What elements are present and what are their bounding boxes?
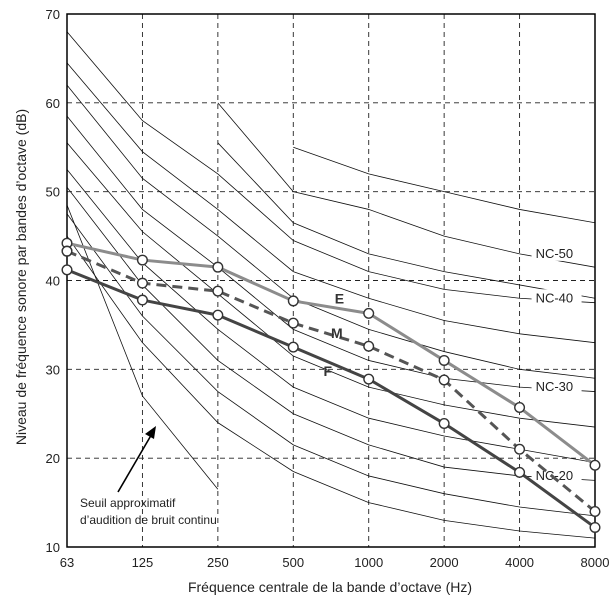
point-E-250 — [212, 261, 224, 273]
nc-curve-NC-50 — [217, 102, 595, 268]
y-tick-label-60: 60 — [46, 96, 60, 111]
y-tick-label-70: 70 — [46, 7, 60, 22]
nc-curve-NC-20 — [67, 186, 595, 481]
nc-curve-8 — [67, 169, 595, 464]
threshold-arrow-head — [145, 426, 156, 439]
point-E-2000 — [438, 354, 450, 366]
nc-label-NC-30: NC-30 — [536, 379, 574, 394]
nc-curve-12 — [67, 204, 219, 490]
nc-label-NC-20: NC-20 — [536, 468, 574, 483]
x-tick-label-63: 63 — [60, 555, 74, 570]
point-E-4000 — [514, 402, 526, 414]
x-tick-label-500: 500 — [282, 555, 304, 570]
nc-curve-4 — [67, 62, 595, 344]
x-tick-label-125: 125 — [132, 555, 154, 570]
nc-curve-11 — [67, 235, 595, 539]
nc-label-bg-NC-50 — [531, 244, 582, 261]
y-tick-label-10: 10 — [46, 540, 60, 555]
annotations: Seuil approximatif d’audition de bruit c… — [80, 426, 217, 527]
nc-curve-7 — [67, 142, 595, 428]
point-F-8000 — [589, 521, 601, 533]
point-E-1000 — [363, 307, 375, 319]
series-label-M: M — [331, 325, 343, 341]
point-M-125 — [136, 277, 148, 289]
nc-curve-5 — [67, 84, 595, 379]
threshold-annotation-line-1: Seuil approximatif — [80, 496, 176, 510]
point-F-250 — [212, 309, 224, 321]
point-F-500 — [287, 341, 299, 353]
nc-curve-10 — [67, 213, 595, 517]
series-label-F: F — [323, 363, 332, 379]
point-F-1000 — [363, 373, 375, 385]
point-F-63 — [61, 264, 73, 276]
series-line-F — [66, 268, 596, 529]
nc-label-NC-40: NC-40 — [536, 290, 574, 305]
x-tick-label-8000: 8000 — [581, 555, 610, 570]
nc-curve-NC-40 — [67, 31, 595, 304]
point-M-250 — [212, 285, 224, 297]
series-line-E — [66, 241, 596, 467]
x-tick-label-250: 250 — [207, 555, 229, 570]
nc-label-bg-NC-30 — [531, 378, 582, 395]
point-E-8000 — [589, 459, 601, 471]
nc-label-bg-NC-40 — [531, 289, 582, 306]
x-tick-label-4000: 4000 — [505, 555, 534, 570]
plot-frame — [66, 13, 596, 548]
point-M-500 — [287, 317, 299, 329]
x-tick-label-2000: 2000 — [430, 555, 459, 570]
y-tick-label-30: 30 — [46, 362, 60, 377]
point-F-2000 — [438, 418, 450, 430]
nc-curve-NC-30 — [67, 115, 595, 392]
point-F-125 — [136, 294, 148, 306]
tick-labels: 63 125 250 500 1000 2000 4000 8000 10 20 30 40 50 60 7… — [46, 7, 610, 570]
grid — [67, 14, 595, 547]
nc-curve-0 — [293, 146, 595, 224]
series-label-E: E — [335, 290, 344, 306]
y-axis-label: Niveau de fréquence sonore par bandes d’… — [13, 109, 29, 445]
y-tick-label-50: 50 — [46, 185, 60, 200]
series: E M F — [61, 237, 601, 533]
series-line-M — [66, 249, 596, 513]
point-M-63 — [61, 245, 73, 257]
point-M-8000 — [589, 505, 601, 517]
point-E-500 — [287, 295, 299, 307]
nc-label-NC-50: NC-50 — [536, 246, 574, 261]
point-M-1000 — [363, 340, 375, 352]
point-M-2000 — [438, 374, 450, 386]
nc-curve-2 — [217, 142, 595, 299]
nc-curves — [67, 31, 595, 539]
y-tick-label-20: 20 — [46, 451, 60, 466]
point-F-4000 — [514, 466, 526, 478]
threshold-arrow-line — [117, 431, 154, 493]
threshold-annotation-line-2: d’audition de bruit continu — [80, 513, 217, 527]
x-axis-label: Fréquence centrale de la bande d’octave … — [188, 579, 472, 595]
x-tick-label-1000: 1000 — [354, 555, 383, 570]
point-E-125 — [136, 254, 148, 266]
y-tick-label-40: 40 — [46, 274, 60, 289]
point-M-4000 — [514, 443, 526, 455]
